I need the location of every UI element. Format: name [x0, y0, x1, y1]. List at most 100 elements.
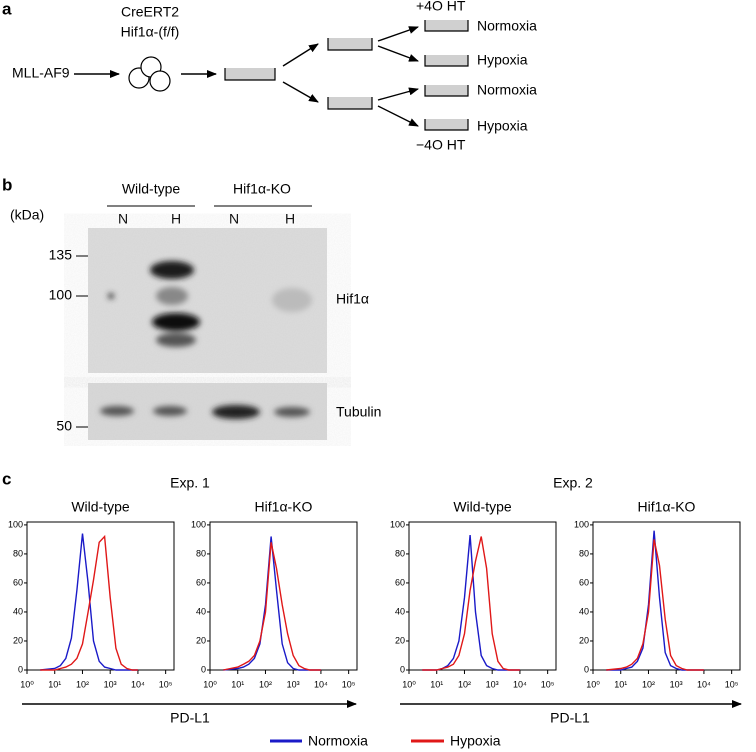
- chart-title: Hif1α-KO: [255, 499, 313, 515]
- x-tick-label: 10³: [670, 679, 683, 689]
- treatment-label: −4O HT: [416, 137, 466, 153]
- y-tick-label: 60: [395, 577, 405, 587]
- plot-frame: [408, 521, 557, 671]
- experiment-title: Exp. 1: [170, 475, 210, 491]
- experiment-title: Exp. 2: [553, 475, 593, 491]
- y-tick-label: 80: [395, 548, 405, 558]
- y-tick-label: 40: [395, 606, 405, 616]
- x-tick-label: 10¹: [614, 679, 627, 689]
- legend-label: Normoxia: [308, 733, 368, 749]
- chart-title: Wild-type: [71, 499, 130, 515]
- x-tick-label: 10⁰: [402, 679, 416, 689]
- x-tick-label: 10⁴: [314, 679, 328, 689]
- histogram-curve: [606, 539, 704, 671]
- panel-label: c: [2, 469, 11, 488]
- plot-frame: [26, 521, 175, 671]
- panel-b: b Wild-type Hif1α-KO N H N H (kDa) 135 1…: [2, 175, 381, 440]
- y-tick-label: 20: [579, 635, 589, 645]
- x-tick-label: 10⁵: [541, 679, 555, 689]
- x-tick-label: 10⁰: [203, 679, 217, 689]
- dish: [327, 38, 373, 51]
- protein-label: Hif1α: [336, 291, 369, 307]
- x-axis-label: PD-L1: [550, 710, 590, 726]
- arrow: [282, 43, 319, 67]
- panel-label: b: [2, 175, 12, 194]
- y-tick-label: 0: [400, 664, 405, 674]
- x-tick-label: 10³: [287, 679, 300, 689]
- x-tick-label: 10³: [104, 679, 117, 689]
- histogram-curve: [40, 533, 138, 671]
- arrow: [377, 45, 419, 62]
- y-tick-label: 40: [579, 606, 589, 616]
- dish: [224, 68, 276, 81]
- y-tick-label: 20: [13, 635, 23, 645]
- group-label: Hif1α-KO: [233, 181, 291, 197]
- group-label: Wild-type: [122, 181, 181, 197]
- lane-label: N: [118, 211, 128, 227]
- dish: [424, 20, 469, 32]
- x-tick-label: 10⁴: [513, 679, 527, 689]
- cell: [149, 70, 171, 92]
- condition-label: Normoxia: [477, 82, 537, 98]
- y-tick-label: 60: [13, 577, 23, 587]
- x-tick-label: 10²: [458, 679, 471, 689]
- y-tick-label: 0: [584, 664, 589, 674]
- lane-label: H: [171, 211, 181, 227]
- x-tick-label: 10¹: [231, 679, 244, 689]
- panel-label: a: [2, 0, 12, 18]
- bands: [108, 261, 312, 347]
- y-tick-label: 100: [390, 519, 405, 529]
- x-tick-label: 10²: [259, 679, 272, 689]
- x-tick-label: 10⁵: [342, 679, 356, 689]
- x-tick-label: 10⁴: [131, 679, 145, 689]
- y-tick-label: 40: [13, 606, 23, 616]
- y-tick-label: 60: [196, 577, 206, 587]
- dish: [424, 85, 469, 97]
- arrow: [377, 105, 419, 127]
- y-tick-label: 0: [18, 664, 23, 674]
- x-tick-label: 10⁴: [697, 679, 711, 689]
- y-tick-label: 0: [201, 664, 206, 674]
- arrow: [377, 26, 419, 42]
- y-tick-label: 100: [191, 519, 206, 529]
- condition-label: Normoxia: [477, 18, 537, 34]
- dish: [327, 97, 373, 110]
- y-tick-label: 60: [579, 577, 589, 587]
- bands: [100, 405, 310, 419]
- x-tick-label: 10²: [642, 679, 655, 689]
- panel-a: a MLL-AF9 CreERT2 Hif1α-(f/f) +4O HT −4O…: [2, 0, 537, 153]
- marker-label: 135: [49, 247, 73, 263]
- input-label: MLL-AF9: [12, 65, 70, 81]
- y-tick-label: 80: [579, 548, 589, 558]
- arrow: [282, 81, 319, 103]
- x-tick-label: 10¹: [430, 679, 443, 689]
- x-tick-label: 10²: [76, 679, 89, 689]
- x-tick-label: 10⁵: [725, 679, 739, 689]
- y-tick-label: 40: [196, 606, 206, 616]
- y-tick-label: 80: [13, 548, 23, 558]
- dish: [424, 119, 469, 131]
- unit-label: (kDa): [10, 207, 44, 223]
- chart-title: Wild-type: [453, 499, 512, 515]
- x-axis-label: PD-L1: [170, 710, 210, 726]
- y-tick-label: 80: [196, 548, 206, 558]
- histogram-curve: [422, 535, 520, 671]
- histogram-curve: [223, 536, 321, 671]
- legend-label: Hypoxia: [450, 733, 501, 749]
- panel-c: c Exp. 1 Exp. 2 PD-L1 PD-L1 Normoxia Hyp…: [2, 469, 742, 749]
- condition-label: Hypoxia: [477, 52, 528, 68]
- y-tick-label: 20: [395, 635, 405, 645]
- y-tick-label: 100: [8, 519, 23, 529]
- histogram-curve: [40, 534, 138, 671]
- plot-frame: [592, 521, 741, 671]
- histogram-curve: [606, 530, 704, 671]
- histogram-curve: [223, 542, 321, 671]
- dish: [424, 55, 469, 67]
- x-tick-label: 10¹: [48, 679, 61, 689]
- x-tick-label: 10⁰: [586, 679, 600, 689]
- lane-label: N: [229, 211, 239, 227]
- cell-label: CreERT2: [121, 4, 179, 20]
- plot-frame: [209, 521, 358, 671]
- lane-label: H: [285, 211, 295, 227]
